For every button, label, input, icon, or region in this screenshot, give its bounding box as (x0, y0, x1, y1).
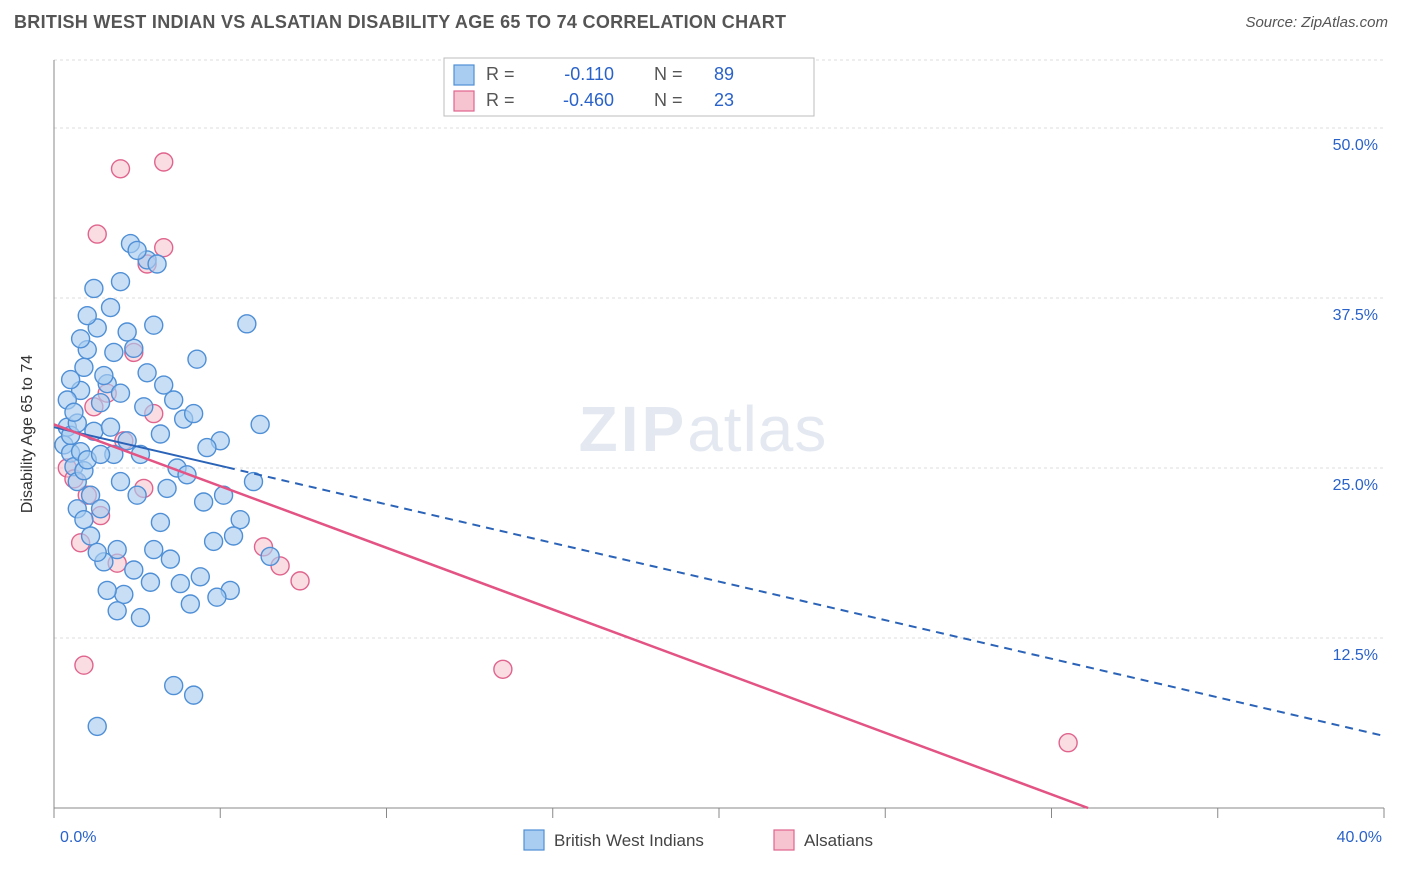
stats-r-value: -0.110 (564, 64, 614, 84)
scatter-point (102, 418, 120, 436)
scatter-point (92, 500, 110, 518)
y-tick-label: 25.0% (1333, 477, 1378, 494)
scatter-point (88, 225, 106, 243)
y-axis-title: Disability Age 65 to 74 (19, 355, 36, 513)
scatter-point (128, 241, 146, 259)
scatter-point (125, 561, 143, 579)
scatter-point (118, 432, 136, 450)
scatter-point (181, 595, 199, 613)
scatter-point (62, 371, 80, 389)
y-tick-label: 12.5% (1333, 647, 1378, 664)
scatter-point (494, 660, 512, 678)
scatter-point (145, 316, 163, 334)
scatter-point (82, 527, 100, 545)
legend-label: Alsatians (804, 831, 873, 850)
trend-line (54, 424, 1088, 808)
scatter-point (161, 550, 179, 568)
scatter-point (148, 255, 166, 273)
scatter-point (92, 445, 110, 463)
scatter-point (198, 439, 216, 457)
scatter-point (85, 279, 103, 297)
stats-swatch (454, 91, 474, 111)
chart-header: BRITISH WEST INDIAN VS ALSATIAN DISABILI… (0, 0, 1406, 39)
scatter-point (65, 403, 83, 421)
legend-swatch (524, 830, 544, 850)
scatter-point (128, 486, 146, 504)
scatter-point (118, 323, 136, 341)
scatter-point (171, 575, 189, 593)
scatter-point (195, 493, 213, 511)
scatter-point (138, 364, 156, 382)
scatter-point (105, 343, 123, 361)
legend-swatch (774, 830, 794, 850)
scatter-point (185, 405, 203, 423)
scatter-point (208, 588, 226, 606)
scatter-point (155, 153, 173, 171)
scatter-point (155, 239, 173, 257)
stats-n-value: 89 (714, 64, 734, 84)
scatter-point (185, 686, 203, 704)
scatter-point (112, 384, 130, 402)
scatter-point (108, 541, 126, 559)
scatter-point (191, 568, 209, 586)
scatter-point (88, 717, 106, 735)
stats-n-value: 23 (714, 90, 734, 110)
scatter-point (238, 315, 256, 333)
scatter-point (231, 511, 249, 529)
x-tick-label: 0.0% (60, 829, 96, 846)
y-tick-label: 37.5% (1333, 307, 1378, 324)
scatter-point (251, 415, 269, 433)
scatter-point (102, 299, 120, 317)
scatter-point (165, 391, 183, 409)
stats-r-label: R = (486, 64, 515, 84)
scatter-point (125, 339, 143, 357)
scatter-point (112, 473, 130, 491)
scatter-point (75, 511, 93, 529)
scatter-point (165, 677, 183, 695)
scatter-point (72, 330, 90, 348)
chart-source: Source: ZipAtlas.com (1245, 14, 1388, 31)
stats-r-value: -0.460 (563, 90, 614, 110)
scatter-point (205, 532, 223, 550)
scatter-point (151, 425, 169, 443)
scatter-point (158, 479, 176, 497)
scatter-point (151, 513, 169, 531)
legend-label: British West Indians (554, 831, 704, 850)
scatter-point (1059, 734, 1077, 752)
stats-n-label: N = (654, 64, 683, 84)
scatter-point (92, 394, 110, 412)
scatter-point (141, 573, 159, 591)
scatter-point (135, 398, 153, 416)
scatter-point (112, 160, 130, 178)
scatter-point (291, 572, 309, 590)
x-tick-label: 40.0% (1337, 829, 1382, 846)
scatter-point (112, 273, 130, 291)
chart-container: ZIPatlas 0.0%40.0%12.5%25.0%37.5%50.0%Di… (14, 48, 1392, 876)
scatter-point (88, 543, 106, 561)
scatter-point (145, 541, 163, 559)
scatter-point (261, 547, 279, 565)
scatter-chart: 0.0% 40.0% 12.5% 25.0% 37.5% 50.0% Disability … (14, 48, 1392, 876)
stats-r-label: R = (486, 90, 515, 110)
scatter-point (108, 602, 126, 620)
stats-swatch (454, 65, 474, 85)
scatter-point (225, 527, 243, 545)
trend-line-dashed (227, 467, 1384, 736)
scatter-point (188, 350, 206, 368)
stats-n-label: N = (654, 90, 683, 110)
scatter-point (131, 609, 149, 627)
scatter-point (115, 585, 133, 603)
y-tick-label: 50.0% (1333, 137, 1378, 154)
scatter-point (78, 307, 96, 325)
chart-title: BRITISH WEST INDIAN VS ALSATIAN DISABILI… (14, 12, 786, 33)
scatter-point (95, 367, 113, 385)
scatter-point (98, 581, 116, 599)
scatter-point (75, 656, 93, 674)
